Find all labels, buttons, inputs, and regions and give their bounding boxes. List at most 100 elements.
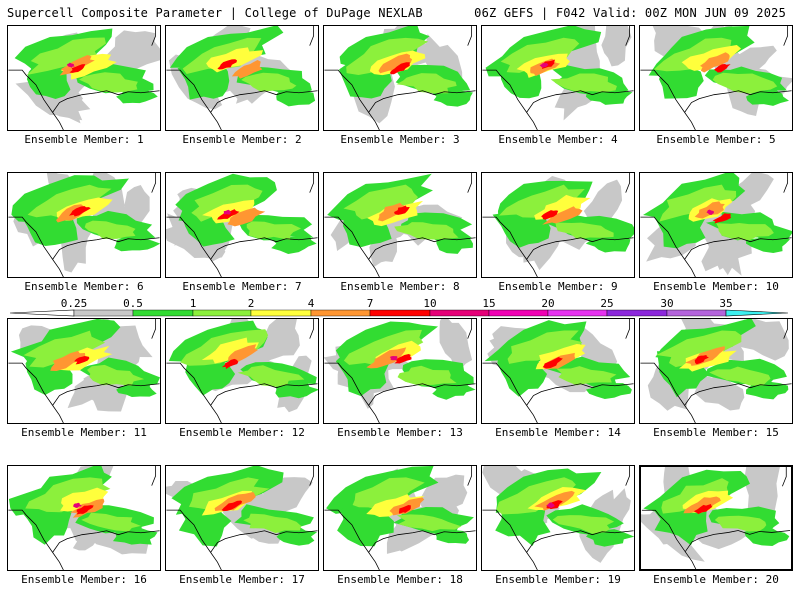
colorbar-swatch <box>488 309 549 317</box>
geography-outline <box>8 466 160 570</box>
colorbar-swatch <box>547 309 608 317</box>
ensemble-member-label: Ensemble Member: 17 <box>179 573 305 586</box>
ensemble-member-panel[interactable] <box>7 318 161 424</box>
ensemble-member-panel[interactable] <box>323 172 477 278</box>
ensemble-member-panel[interactable] <box>7 465 161 571</box>
colorbar-swatch <box>429 309 490 317</box>
colorbar-swatch <box>250 309 312 317</box>
geography-outline <box>8 26 160 130</box>
ensemble-member-panel[interactable] <box>481 318 635 424</box>
colorbar-tick-label: 10 <box>423 297 436 310</box>
scp-contour <box>389 355 398 361</box>
scp-contour <box>68 206 91 217</box>
scp-contour <box>76 505 94 515</box>
scp-contour <box>398 504 411 514</box>
scp-contour <box>246 221 302 241</box>
scp-contour <box>694 372 745 411</box>
ensemble-member-panel[interactable] <box>323 465 477 571</box>
ensemble-member-label: Ensemble Member: 7 <box>182 280 302 293</box>
member-map <box>324 319 476 423</box>
geography-outline <box>324 26 476 130</box>
scp-contour <box>534 490 575 511</box>
scp-contour <box>67 62 75 68</box>
geography-outline <box>166 173 318 277</box>
ensemble-member-panel[interactable] <box>323 318 477 424</box>
ensemble-member-panel[interactable] <box>165 172 319 278</box>
scp-contour <box>346 37 429 76</box>
scp-contour <box>714 63 731 73</box>
geography-outline <box>640 173 792 277</box>
scp-contour <box>59 54 95 76</box>
scp-contour <box>214 492 256 512</box>
colorbar-swatch <box>310 309 371 317</box>
ensemble-member-panel[interactable] <box>481 25 635 131</box>
colorbar-tick-label: 15 <box>482 297 495 310</box>
scp-contour <box>500 37 580 73</box>
ensemble-member-label: Ensemble Member: 18 <box>337 573 463 586</box>
colorbar-tick-label: 0.25 <box>61 297 88 310</box>
ensemble-member-panel[interactable] <box>7 172 161 278</box>
scp-contour <box>541 210 559 220</box>
scp-contour <box>223 209 232 215</box>
scp-contour <box>507 330 583 364</box>
colorbar-swatch <box>192 309 252 317</box>
scp-contour <box>74 355 90 365</box>
member-map <box>8 26 160 130</box>
scp-contour <box>243 513 302 534</box>
member-map <box>166 466 318 570</box>
member-map <box>8 466 160 570</box>
scp-contour <box>276 526 318 546</box>
product-title: Supercell Composite Parameter | College … <box>7 6 423 20</box>
scp-contour <box>397 365 457 386</box>
scp-contour <box>709 366 771 386</box>
ensemble-member-panel[interactable] <box>323 25 477 131</box>
scp-contour <box>394 205 410 215</box>
scp-contour <box>390 62 410 75</box>
ensemble-member-panel[interactable] <box>165 318 319 424</box>
ensemble-member-panel[interactable] <box>639 318 793 424</box>
colorbar-swatch <box>73 309 134 317</box>
ensemble-member-panel[interactable] <box>639 172 793 278</box>
ensemble-member-label: Ensemble Member: 5 <box>656 133 776 146</box>
scp-contour <box>241 72 297 92</box>
scp-contour <box>712 213 732 224</box>
scp-contour <box>221 500 243 512</box>
geography-outline <box>8 173 160 277</box>
scp-contour <box>585 233 631 253</box>
scp-contour <box>394 354 412 364</box>
ensemble-member-label: Ensemble Member: 2 <box>182 133 302 146</box>
scp-contour <box>276 89 316 107</box>
scp-contour <box>60 487 109 512</box>
member-map <box>482 319 634 423</box>
scp-contour <box>550 73 617 93</box>
ensemble-member-label: Ensemble Member: 1 <box>24 133 144 146</box>
ensemble-member-panel[interactable] <box>165 25 319 131</box>
ensemble-member-label: Ensemble Member: 8 <box>340 280 460 293</box>
ensemble-member-panel[interactable] <box>481 465 635 571</box>
scp-contour <box>73 502 82 508</box>
run-valid-time: 06Z GEFS | F042 Valid: 00Z MON JUN 09 20… <box>474 6 786 20</box>
geography-outline <box>166 26 318 130</box>
scp-contour <box>556 366 617 386</box>
scp-contour <box>60 53 117 80</box>
scp-contour <box>656 330 742 368</box>
scp-contour <box>227 207 266 227</box>
member-map <box>482 173 634 277</box>
colorbar-tick-label: 7 <box>367 297 374 310</box>
ensemble-member-panel[interactable] <box>639 25 793 131</box>
scp-contour <box>601 26 632 67</box>
scp-contour <box>378 202 406 222</box>
ensemble-member-label: Ensemble Member: 19 <box>495 573 621 586</box>
ensemble-member-panel[interactable] <box>639 465 793 571</box>
scp-contour <box>394 222 459 240</box>
ensemble-member-panel[interactable] <box>165 465 319 571</box>
colorbar-tick-label: 20 <box>541 297 554 310</box>
geography-outline <box>482 319 634 423</box>
geography-outline <box>8 319 160 423</box>
scp-contour <box>693 503 713 515</box>
scp-contour <box>26 37 106 75</box>
ensemble-member-panel[interactable] <box>7 25 161 131</box>
ensemble-member-panel[interactable] <box>481 172 635 278</box>
geography-outline <box>640 319 792 423</box>
colorbar-tick-label: 1 <box>190 297 197 310</box>
